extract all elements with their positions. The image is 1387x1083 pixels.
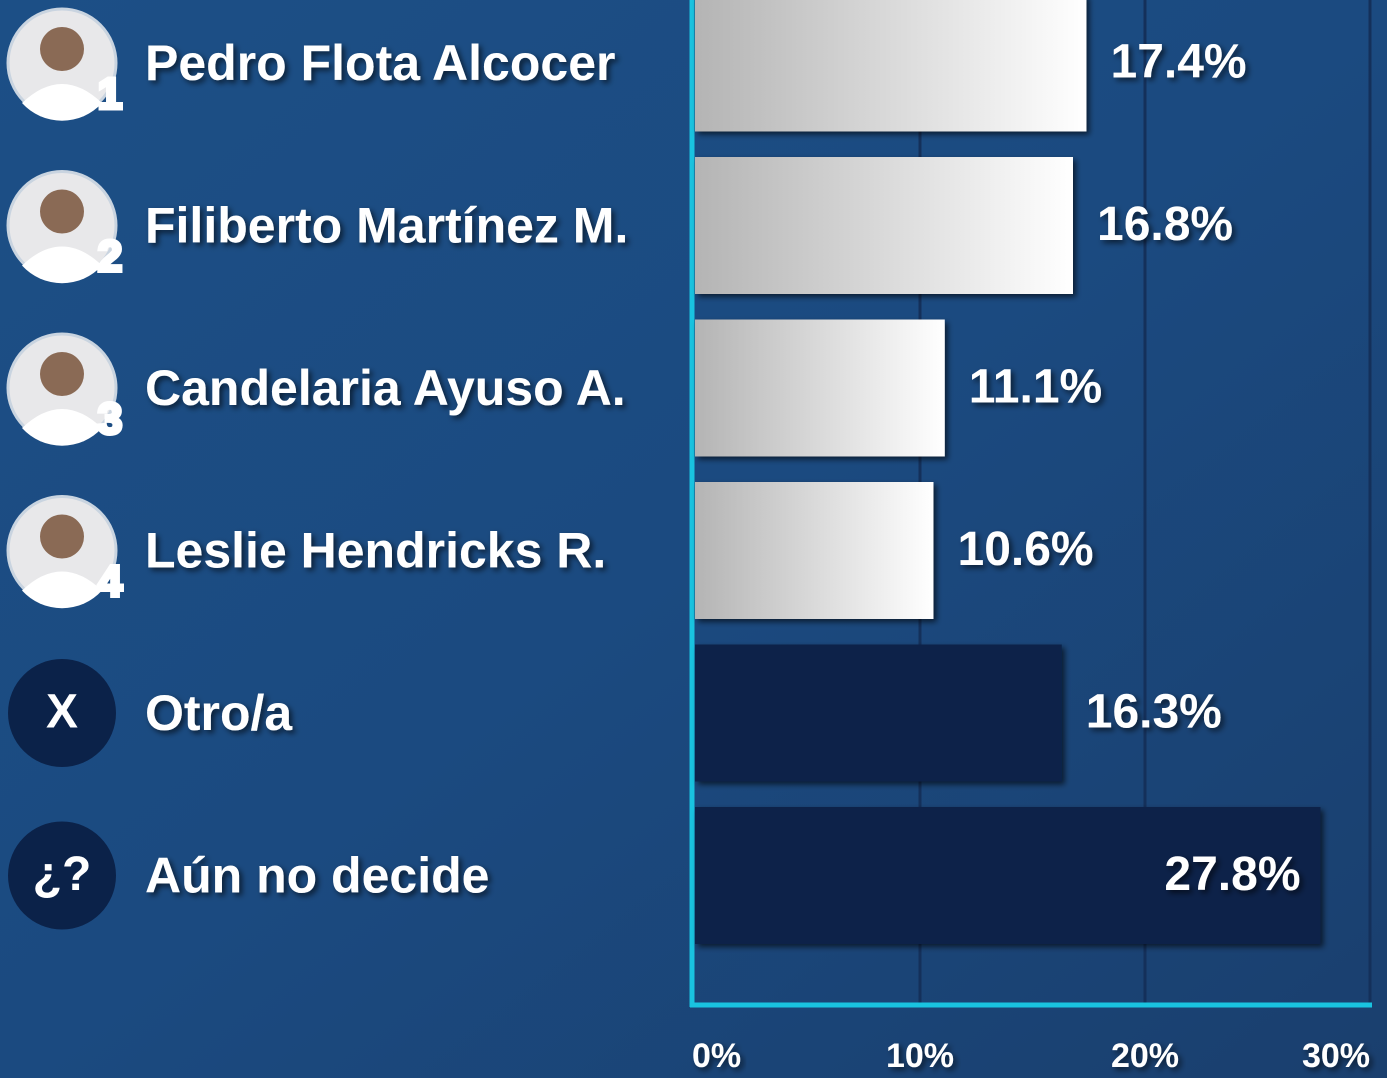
photo-body bbox=[22, 246, 102, 284]
badge: 3 bbox=[98, 395, 122, 444]
value-label: 27.8% bbox=[1164, 848, 1300, 901]
bar bbox=[695, 0, 1087, 132]
photo-head bbox=[40, 514, 84, 559]
bar bbox=[695, 482, 934, 619]
x-tick-label: 10% bbox=[886, 1037, 954, 1075]
value-label: 16.8% bbox=[1097, 198, 1233, 251]
badge: 2 bbox=[98, 232, 122, 281]
photo-body bbox=[22, 571, 102, 609]
photo-head bbox=[40, 352, 84, 396]
bars bbox=[695, 0, 1321, 944]
category-label: Candelaria Ayuso A. bbox=[145, 360, 626, 416]
bar bbox=[695, 319, 945, 457]
badge: 4 bbox=[98, 557, 123, 606]
photo-body bbox=[22, 84, 102, 121]
x-tick-label: 0% bbox=[692, 1037, 741, 1075]
badge: X bbox=[46, 686, 78, 739]
value-label: 11.1% bbox=[969, 361, 1102, 414]
value-label: 17.4% bbox=[1111, 36, 1247, 89]
labels: 0% 10% 20% 30% 1 Pedro Flota Alcocer 17.4% 2 Fil… bbox=[6, 7, 1370, 1075]
category-label: Aún no decide bbox=[145, 848, 489, 904]
option-icon bbox=[8, 659, 116, 767]
x-tick-label: 20% bbox=[1111, 1037, 1179, 1075]
value-label: 10.6% bbox=[958, 523, 1094, 576]
x-tick-label: 30% bbox=[1302, 1037, 1370, 1075]
category-label: Otro/a bbox=[145, 685, 293, 741]
photo-head bbox=[40, 27, 84, 71]
photo-body bbox=[22, 409, 102, 446]
badge: ¿? bbox=[33, 848, 92, 901]
option-icon bbox=[8, 821, 116, 930]
badge: 1 bbox=[98, 70, 122, 119]
category-label: Pedro Flota Alcocer bbox=[145, 35, 615, 91]
value-label: 16.3% bbox=[1086, 686, 1222, 739]
photo-head bbox=[40, 189, 84, 234]
category-label: Leslie Hendricks R. bbox=[145, 523, 606, 579]
bar bbox=[695, 644, 1062, 782]
bar bbox=[695, 157, 1073, 294]
bar bbox=[695, 807, 1321, 944]
category-label: Filiberto Martínez M. bbox=[145, 198, 628, 254]
